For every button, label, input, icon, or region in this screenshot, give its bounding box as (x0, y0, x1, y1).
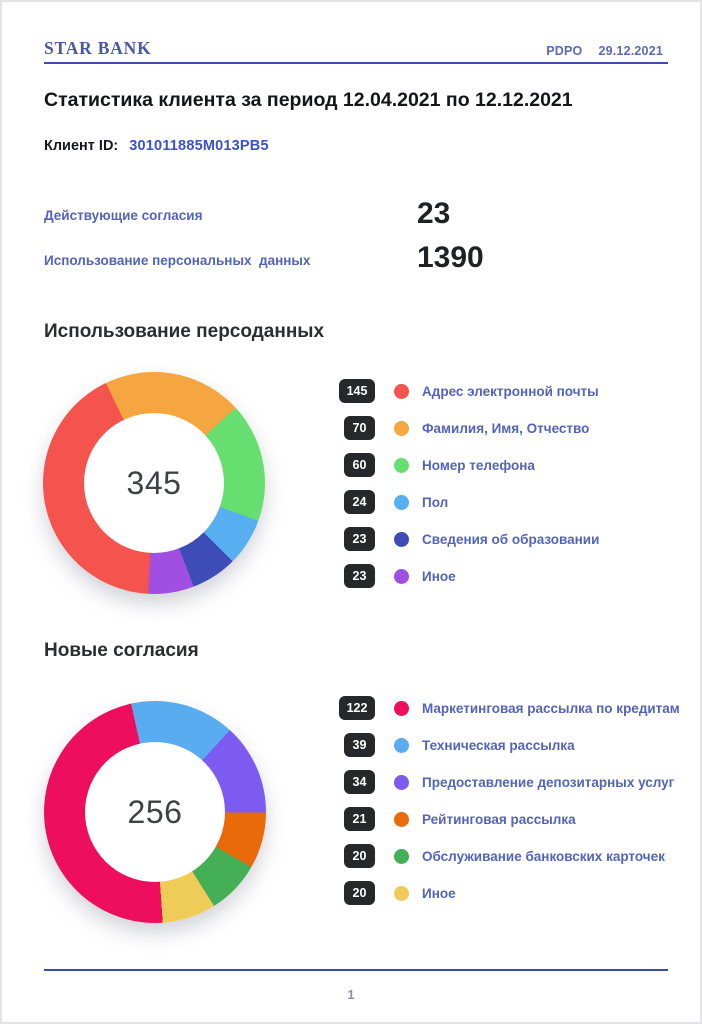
client-id-label: Клиент ID: (44, 138, 119, 154)
stat-value-active-consents: 23 (417, 197, 451, 230)
donut-hole: 256 (85, 742, 225, 882)
legend-value-badge: 145 (339, 379, 375, 403)
legend-color-dot (394, 531, 409, 547)
legend-label: Техническая рассылка (422, 737, 575, 753)
legend-badge-column: 21 (339, 807, 375, 831)
legend-badge-column: 23 (339, 564, 375, 588)
legend-color-dot (394, 457, 409, 473)
legend-label: Фамилия, Имя, Отчество (422, 420, 590, 436)
legend-new-consents: 122 Маркетинговая рассылка по кредитам 39 Т… (339, 696, 680, 905)
legend-value-badge: 21 (344, 807, 375, 831)
legend-label: Предоставление депозитарных услуг (422, 774, 675, 790)
legend-item: 145 Адрес электронной почты (339, 379, 599, 403)
legend-item: 34 Предоставление депозитарных услуг (339, 770, 680, 794)
legend-label: Адрес электронной почты (422, 383, 599, 399)
donut-chart-personal-data: 345 (43, 372, 265, 594)
legend-value-badge: 20 (344, 844, 375, 868)
bank-logo: STAR BANK (44, 38, 152, 58)
doc-type-label: PDPO (546, 44, 583, 58)
legend-label: Иное (422, 885, 456, 901)
header-divider (44, 62, 668, 64)
legend-label: Обслуживание банковских карточек (422, 848, 665, 864)
legend-item: 122 Маркетинговая рассылка по кредитам (339, 696, 680, 720)
legend-label: Номер телефона (422, 457, 535, 473)
legend-item: 21 Рейтинговая рассылка (339, 807, 680, 831)
page-title: Статистика клиента за период 12.04.2021 … (44, 89, 573, 111)
legend-value-badge: 24 (344, 490, 375, 514)
legend-value-badge: 23 (344, 527, 375, 551)
legend-badge-column: 20 (339, 844, 375, 868)
legend-color-dot (394, 774, 409, 790)
legend-value-badge: 60 (344, 453, 375, 477)
legend-value-badge: 70 (344, 416, 375, 440)
legend-label: Сведения об образовании (422, 531, 600, 547)
legend-badge-column: 145 (339, 379, 375, 403)
stat-label-personal-data-usage: Использование персональных данных (44, 253, 311, 268)
legend-item: 60 Номер телефона (339, 453, 599, 477)
legend-badge-column: 20 (339, 881, 375, 905)
legend-label: Иное (422, 568, 456, 584)
legend-value-badge: 34 (344, 770, 375, 794)
legend-color-dot (394, 420, 409, 436)
page-number: 1 (347, 987, 355, 1002)
section-title-new-consents: Новые согласия (44, 640, 199, 661)
legend-color-dot (394, 737, 409, 753)
legend-color-dot (394, 700, 409, 716)
legend-color-dot (394, 568, 409, 584)
legend-value-badge: 20 (344, 881, 375, 905)
doc-date: 29.12.2021 (598, 44, 663, 58)
legend-badge-column: 70 (339, 416, 375, 440)
legend-badge-column: 34 (339, 770, 375, 794)
donut-total: 256 (127, 793, 183, 830)
footer-divider (44, 969, 668, 971)
legend-value-badge: 122 (339, 696, 375, 720)
legend-item: 23 Иное (339, 564, 599, 588)
legend-color-dot (394, 848, 409, 864)
legend-label: Пол (422, 494, 449, 510)
legend-item: 39 Техническая рассылка (339, 733, 680, 757)
legend-color-dot (394, 811, 409, 827)
legend-color-dot (394, 494, 409, 510)
stat-label-active-consents: Действующие согласия (44, 208, 203, 223)
legend-badge-column: 60 (339, 453, 375, 477)
legend-badge-column: 23 (339, 527, 375, 551)
donut-total: 345 (126, 464, 182, 501)
legend-item: 24 Пол (339, 490, 599, 514)
legend-label: Рейтинговая рассылка (422, 811, 576, 827)
legend-item: 70 Фамилия, Имя, Отчество (339, 416, 599, 440)
donut-chart-new-consents: 256 (44, 701, 266, 923)
donut-hole: 345 (84, 413, 224, 553)
section-title-personal-data: Использование персоданных (44, 321, 325, 342)
legend-badge-column: 24 (339, 490, 375, 514)
client-id-row: Клиент ID: 301011885M013PB5 (44, 138, 269, 154)
legend-personal-data: 145 Адрес электронной почты 70 Фамилия, Имя… (339, 379, 599, 588)
legend-badge-column: 122 (339, 696, 375, 720)
header-meta: PDPO 29.12.2021 (546, 44, 663, 58)
legend-item: 23 Сведения об образовании (339, 527, 599, 551)
legend-label: Маркетинговая рассылка по кредитам (422, 700, 680, 716)
legend-color-dot (394, 885, 409, 901)
client-id-value: 301011885M013PB5 (129, 138, 269, 154)
legend-item: 20 Иное (339, 881, 680, 905)
legend-value-badge: 39 (344, 733, 375, 757)
legend-item: 20 Обслуживание банковских карточек (339, 844, 680, 868)
legend-value-badge: 23 (344, 564, 375, 588)
legend-badge-column: 39 (339, 733, 375, 757)
stat-value-personal-data-usage: 1390 (417, 241, 484, 274)
legend-color-dot (394, 383, 409, 399)
